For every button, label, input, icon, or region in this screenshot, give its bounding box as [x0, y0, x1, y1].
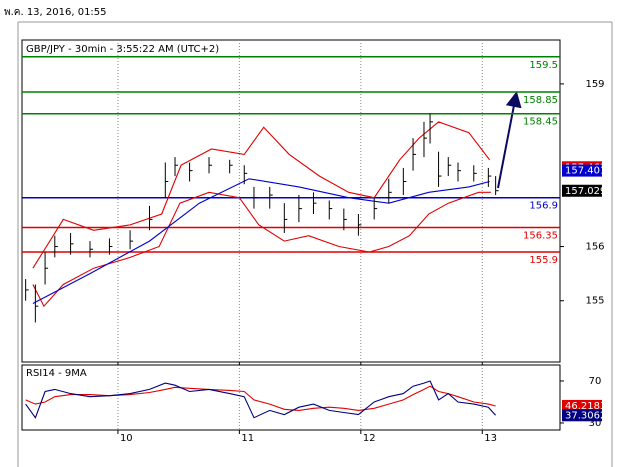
indicator-line	[32, 178, 490, 304]
x-tick-label: 13	[484, 433, 497, 444]
main-panel	[21, 39, 561, 363]
price-label: 157.401	[565, 166, 606, 177]
y-tick-label: 156	[585, 242, 604, 253]
price-label: 37.3062	[565, 410, 606, 421]
rsi-title: RSI14 - 9MA	[26, 368, 87, 379]
y-tick-label: 70	[589, 376, 602, 387]
price-label: 157.029	[565, 186, 606, 197]
level-label: 156.9	[529, 201, 558, 212]
price-label-box	[562, 399, 602, 412]
y-tick-label: 30	[589, 418, 602, 429]
price-label-box	[562, 409, 602, 422]
x-tick-label: 10	[120, 433, 133, 444]
level-label: 156.35	[523, 231, 558, 242]
indicator-line	[32, 191, 491, 308]
price-label-box	[562, 164, 602, 177]
y-tick-label: 159	[585, 79, 604, 90]
level-label: 158.45	[523, 117, 558, 128]
x-tick-label: 12	[363, 433, 376, 444]
price-label-box	[562, 184, 602, 197]
level-label: 159.5	[529, 60, 558, 71]
level-label: 155.9	[529, 255, 558, 266]
x-tick-label: 11	[241, 433, 254, 444]
forecast-arrow	[497, 91, 522, 189]
price-label: 46.2183	[565, 401, 606, 412]
series-line	[25, 380, 497, 419]
date-label: พ.ค. 13, 2016, 01:55	[4, 7, 107, 18]
rsi-panel	[21, 364, 561, 431]
chart-title: GBP/JPY - 30min - 3:55:22 AM (UTC+2)	[26, 44, 219, 55]
indicator-line	[32, 121, 491, 269]
y-tick-label: 155	[585, 296, 604, 307]
level-label: 158.85	[523, 95, 558, 106]
